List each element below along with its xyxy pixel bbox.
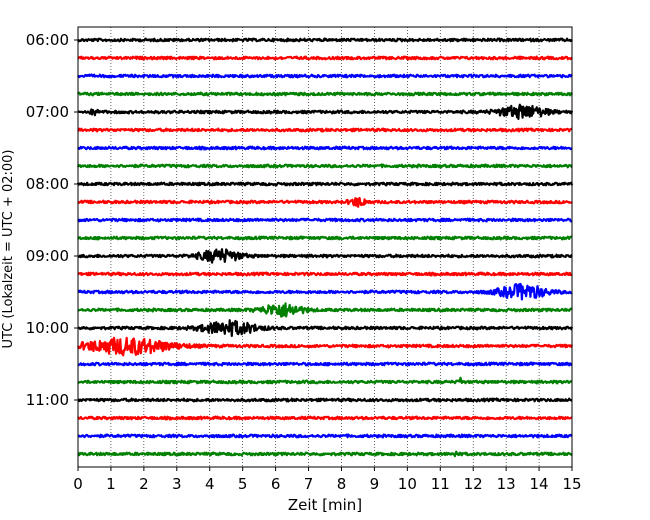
trace-1115 <box>77 415 573 421</box>
trace-0845 <box>77 235 573 241</box>
x-tick-label-13: 13 <box>497 475 516 493</box>
plot-frame <box>77 26 573 468</box>
trace-0915 <box>77 271 573 277</box>
x-tick-label-1: 1 <box>106 475 116 493</box>
x-tick-label-3: 3 <box>172 475 182 493</box>
x-axis-ticks: 0 1 2 3 4 5 6 7 8 9 10 11 12 13 14 15 <box>73 467 582 493</box>
y-tick-label-0: 06:00 <box>26 31 69 49</box>
x-tick-label-6: 6 <box>271 475 281 493</box>
x-tick-label-7: 7 <box>304 475 314 493</box>
trace-1045 <box>77 376 573 385</box>
trace-0945 <box>77 302 573 318</box>
x-tick-label-4: 4 <box>205 475 215 493</box>
x-tick-label-8: 8 <box>337 475 347 493</box>
trace-0815 <box>77 196 573 208</box>
trace-0830 <box>77 217 573 223</box>
trace-0600 <box>76 37 573 43</box>
trace-1000 <box>77 319 574 337</box>
trace-0630 <box>77 73 573 79</box>
x-tick-label-14: 14 <box>530 475 549 493</box>
x-tick-label-10: 10 <box>398 475 417 493</box>
x-tick-label-9: 9 <box>370 475 380 493</box>
y-tick-label-4: 10:00 <box>26 319 69 337</box>
trace-0615 <box>77 55 573 61</box>
x-tick-label-0: 0 <box>73 475 83 493</box>
x-tick-label-11: 11 <box>431 475 450 493</box>
seismic-traces <box>76 37 574 458</box>
trace-1130 <box>77 433 573 439</box>
y-tick-label-5: 11:00 <box>26 391 69 409</box>
trace-0930 <box>77 282 573 301</box>
x-tick-label-5: 5 <box>238 475 248 493</box>
x-tick-label-2: 2 <box>139 475 149 493</box>
y-tick-label-2: 08:00 <box>26 175 69 193</box>
x-axis-label: Zeit [min] <box>288 496 362 514</box>
trace-1100 <box>77 397 573 403</box>
trace-0645 <box>77 91 573 97</box>
y-axis-label: UTC (Lokalzeit = UTC + 02:00) <box>1 150 16 349</box>
trace-0745 <box>76 163 573 169</box>
y-tick-label-3: 09:00 <box>26 247 69 265</box>
y-tick-label-1: 07:00 <box>26 103 69 121</box>
trace-1030 <box>77 361 573 367</box>
trace-0700 <box>77 103 574 120</box>
trace-0730 <box>77 145 573 151</box>
x-tick-label-12: 12 <box>464 475 483 493</box>
x-tick-label-15: 15 <box>562 475 581 493</box>
y-axis-ticks: 06:00 07:00 08:00 09:00 10:00 11:00 <box>26 31 78 409</box>
trace-0800 <box>76 181 574 187</box>
trace-1015 <box>76 336 574 357</box>
trace-0900 <box>77 248 573 264</box>
trace-0715 <box>77 127 573 133</box>
trace-1145 <box>77 450 573 458</box>
